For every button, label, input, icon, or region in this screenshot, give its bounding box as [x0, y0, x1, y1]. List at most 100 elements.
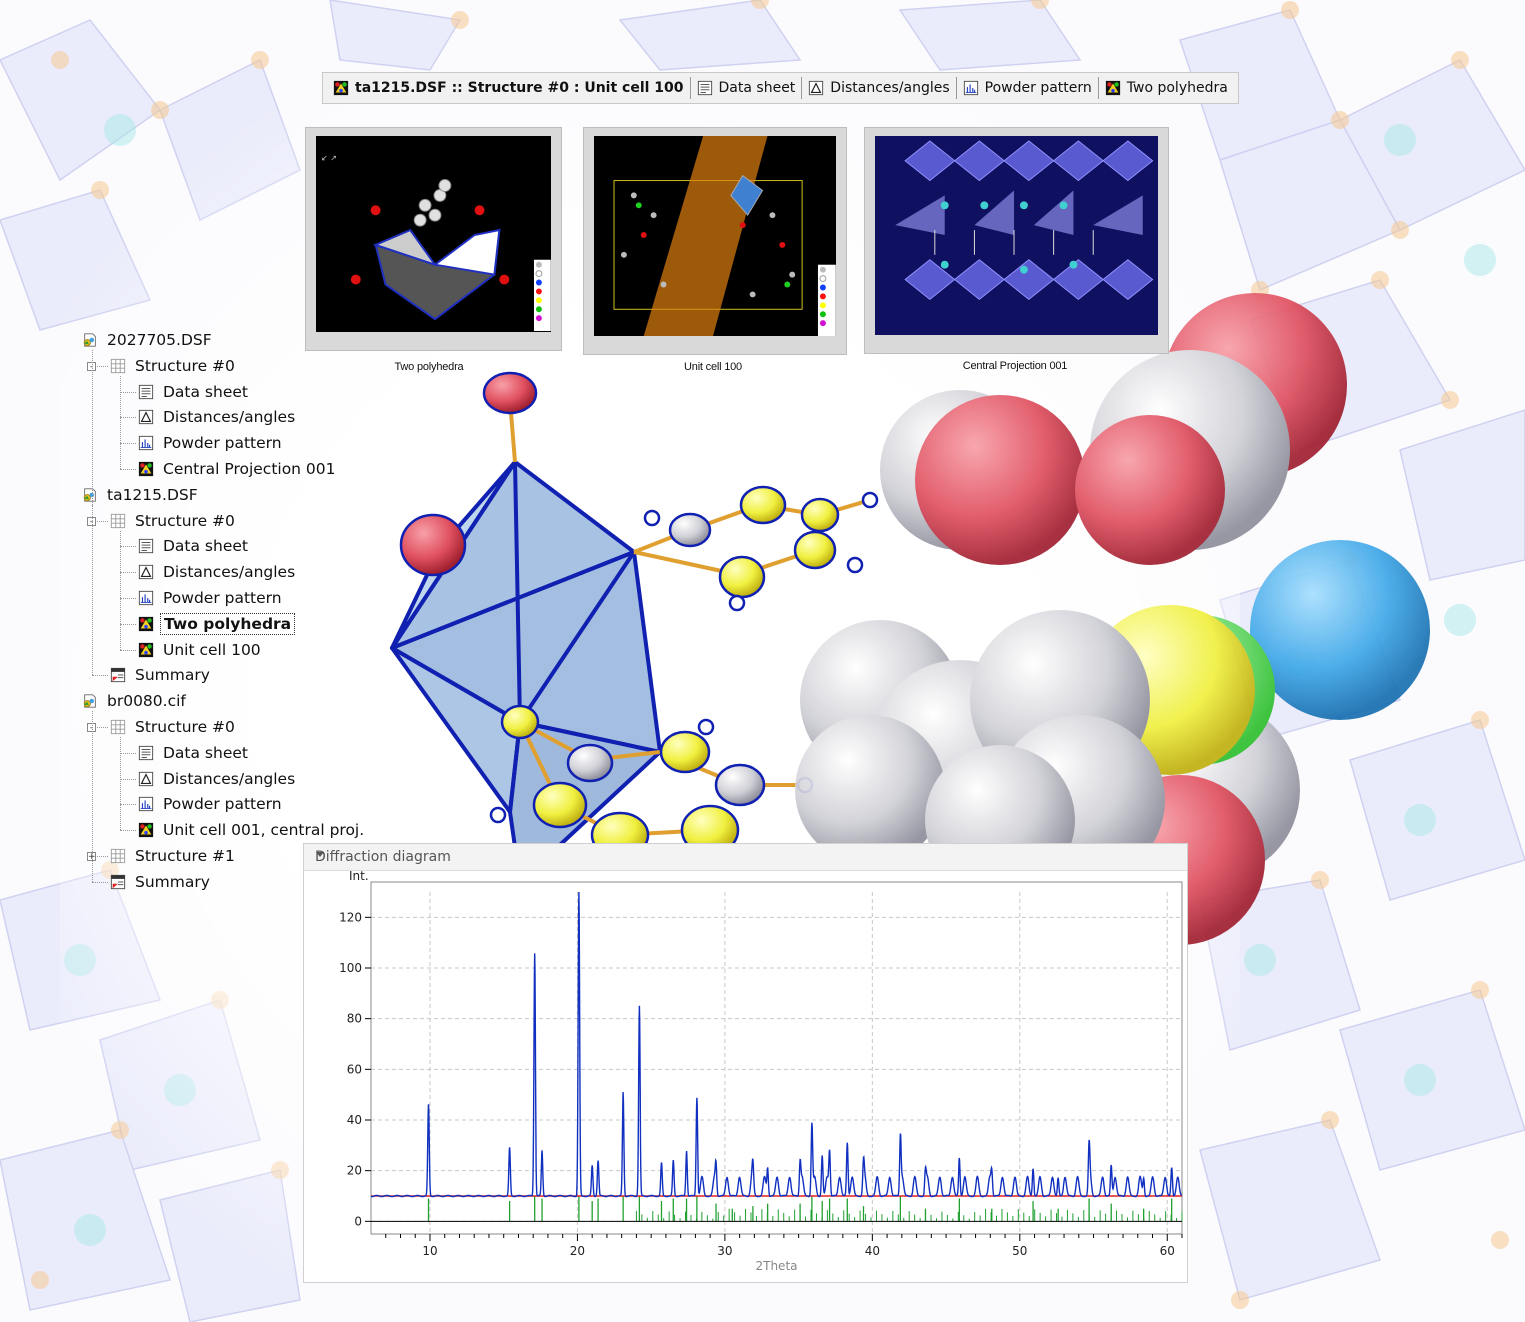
tab-powder-pattern[interactable]: Powder pattern	[957, 75, 1098, 101]
tree-item-label: Data sheet	[163, 382, 248, 401]
tree-item-two-polyhedra[interactable]: Two polyhedra	[138, 612, 296, 636]
tree-item-label: Distances/angles	[163, 563, 296, 582]
tree-connector	[120, 598, 136, 599]
tree-connector	[120, 649, 136, 651]
tree-item-label: Central Projection 001	[163, 460, 336, 478]
collapse-icon[interactable]: -	[87, 516, 96, 526]
tab-two-polyhedra[interactable]: Two polyhedra	[1099, 75, 1234, 101]
tree-item-unit-cell-100[interactable]: Unit cell 100	[138, 638, 264, 662]
powder-pattern-icon	[138, 590, 154, 606]
x-tick-label: 50	[1012, 1244, 1027, 1258]
tree-item-br0080-cif[interactable]: br0080.cif	[82, 689, 189, 713]
tree-connector	[120, 572, 136, 574]
tab-separator	[801, 77, 803, 99]
diffraction-header[interactable]: Diffraction diagram	[304, 844, 1187, 871]
data-sheet-icon	[138, 539, 154, 554]
tree-item-label: Structure #0	[135, 356, 235, 375]
tree-item-distances-angles[interactable]: Distances/angles	[138, 560, 298, 584]
y-tick-label: 80	[347, 1012, 362, 1026]
tree-item-distances-angles[interactable]: Distances/angles	[138, 405, 298, 429]
tree-item-label: Structure #1	[135, 847, 235, 865]
tree-item-label: Structure #0	[135, 718, 235, 736]
x-tick-label: 20	[570, 1244, 585, 1258]
tree-item-structure-0[interactable]: Structure #0	[110, 509, 238, 533]
summary-icon	[110, 874, 126, 889]
diffraction-title: Diffraction diagram	[315, 849, 451, 865]
triangle-icon	[809, 80, 824, 96]
crystal-structure-icon	[138, 461, 154, 477]
powder-pattern-icon	[138, 797, 154, 812]
collapse-icon[interactable]: -	[87, 361, 96, 371]
tree-connector	[92, 520, 108, 522]
tab-data-sheet[interactable]: Data sheet	[691, 75, 802, 101]
tree-item-label: Unit cell 100	[163, 640, 261, 659]
x-axis-label: 2Theta	[755, 1259, 797, 1273]
tab-separator	[689, 77, 691, 99]
triangle-icon	[138, 410, 154, 425]
tree-connector	[120, 391, 136, 393]
tree-item-powder-pattern[interactable]: Powder pattern	[138, 431, 285, 455]
tree-item-structure-0[interactable]: Structure #0	[110, 354, 238, 378]
y-tick-label: 0	[354, 1214, 362, 1228]
tree-item-summary[interactable]: Summary	[110, 663, 213, 687]
tree-item-distances-angles[interactable]: Distances/angles	[138, 767, 298, 791]
tree-item-label: Data sheet	[163, 743, 248, 762]
tab-distances-angles[interactable]: Distances/angles	[802, 75, 955, 101]
tree-connector	[120, 830, 136, 832]
tree-item-label: Data sheet	[163, 537, 248, 556]
thumbnail-caption: Two polyhedra	[394, 361, 464, 373]
crystal-structure-icon	[138, 823, 154, 838]
y-tick-label: 40	[347, 1113, 362, 1127]
tree-item-powder-pattern[interactable]: Powder pattern	[138, 586, 285, 610]
two-polyhedra-preview: ↙ ↗	[321, 154, 551, 332]
diffraction-panel: Diffraction diagram 0 20 40 60 80 100 120 10 20 3…	[303, 843, 1188, 1283]
tree-item-structure-1[interactable]: Structure #1	[110, 844, 238, 868]
tree-item-data-sheet[interactable]: Data sheet	[138, 534, 251, 558]
expand-icon[interactable]: +	[87, 852, 96, 862]
tree-item-label: ta1215.DSF	[107, 485, 198, 504]
thumbnail-central-projection[interactable]	[864, 127, 1169, 354]
tree-connector	[120, 737, 121, 831]
tree-item-ta1215-dsf[interactable]: ta1215.DSF	[82, 483, 201, 507]
crystal-structure-icon	[138, 642, 154, 657]
tree-item-label: 2027705.DSF	[107, 331, 212, 349]
tree-item-structure-0[interactable]: Structure #0	[110, 715, 238, 739]
triangle-icon	[138, 565, 154, 580]
tree-connector	[92, 881, 108, 883]
y-tick-label: 100	[339, 961, 362, 975]
tree-item-label: Powder pattern	[163, 434, 282, 453]
file-icon	[83, 488, 96, 502]
tree-item-unit-cell-001-central-proj[interactable]: Unit cell 001, central proj.	[138, 818, 367, 842]
tree-item-powder-pattern[interactable]: Powder pattern	[138, 792, 285, 816]
collapse-icon[interactable]: -	[87, 723, 96, 733]
unit-cell-preview	[613, 136, 836, 336]
y-tick-label: 120	[339, 910, 362, 924]
grid-icon	[110, 358, 126, 373]
tree-item-label: Structure #0	[135, 511, 235, 530]
file-icon	[83, 694, 96, 708]
tab-separator	[1097, 77, 1099, 99]
tab-label: ta1215.DSF :: Structure #0 : Unit cell 1…	[355, 80, 684, 96]
tree-item-data-sheet[interactable]: Data sheet	[138, 380, 251, 404]
tree-connector	[120, 443, 136, 445]
tree-item-label: Distances/angles	[163, 769, 296, 788]
tree-item-label: Summary	[135, 666, 210, 685]
blue-observed-profile	[371, 891, 1183, 1198]
tab-ta1215-dsf-structure-0-unit-cell-100[interactable]: ta1215.DSF :: Structure #0 : Unit cell 1…	[327, 75, 690, 101]
diffraction-chart: 0 20 40 60 80 100 120 10 20 30 40 50 60 Int. 2Theta	[339, 869, 1183, 1273]
tab-separator	[955, 77, 957, 99]
chevron-down-icon[interactable]	[312, 848, 328, 860]
tree-item-2027705-dsf[interactable]: 2027705.DSF	[82, 328, 215, 352]
tree-item-data-sheet[interactable]: Data sheet	[138, 741, 251, 765]
y-tick-label: 60	[347, 1062, 362, 1076]
tree-item-summary[interactable]: Summary	[110, 870, 213, 894]
crystal-structure-icon	[1105, 80, 1120, 96]
tree-item-central-projection-001[interactable]: Central Projection 001	[138, 457, 339, 481]
tree-connector	[120, 752, 136, 754]
tree-connector	[92, 504, 93, 676]
thumbnail-two-polyhedra[interactable]: ↙ ↗	[305, 127, 562, 351]
tree-connector	[120, 417, 136, 419]
thumbnail-unit-cell[interactable]	[583, 127, 847, 355]
tree-item-label: Powder pattern	[163, 589, 282, 607]
tree-item-label: Summary	[135, 872, 210, 891]
